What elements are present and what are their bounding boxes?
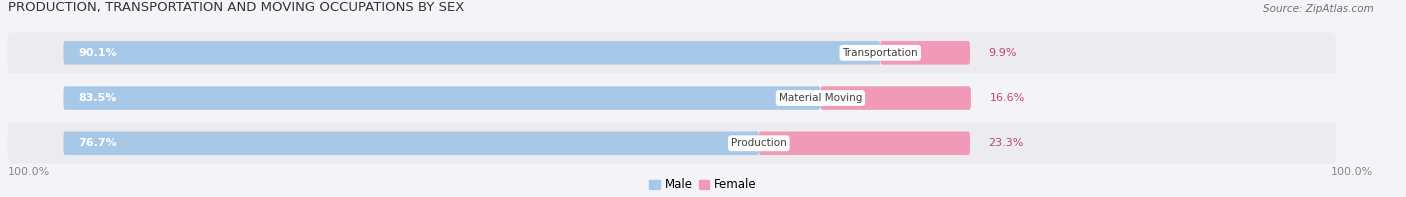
Text: 76.7%: 76.7% <box>79 138 117 148</box>
Legend: Male, Female: Male, Female <box>645 174 761 196</box>
FancyBboxPatch shape <box>821 86 972 110</box>
FancyBboxPatch shape <box>63 41 880 65</box>
Text: Production: Production <box>731 138 786 148</box>
FancyBboxPatch shape <box>63 132 759 155</box>
FancyBboxPatch shape <box>759 132 970 155</box>
Text: PRODUCTION, TRANSPORTATION AND MOVING OCCUPATIONS BY SEX: PRODUCTION, TRANSPORTATION AND MOVING OC… <box>7 1 464 14</box>
Text: Source: ZipAtlas.com: Source: ZipAtlas.com <box>1263 4 1374 14</box>
Text: 100.0%: 100.0% <box>1331 167 1374 177</box>
Text: 100.0%: 100.0% <box>7 167 49 177</box>
Text: 90.1%: 90.1% <box>79 48 117 58</box>
Text: 23.3%: 23.3% <box>988 138 1024 148</box>
FancyBboxPatch shape <box>63 86 821 110</box>
Text: Transportation: Transportation <box>842 48 918 58</box>
FancyBboxPatch shape <box>7 123 1336 164</box>
Text: 9.9%: 9.9% <box>988 48 1017 58</box>
FancyBboxPatch shape <box>880 41 970 65</box>
FancyBboxPatch shape <box>7 33 1336 73</box>
Text: Material Moving: Material Moving <box>779 93 862 103</box>
FancyBboxPatch shape <box>7 78 1336 118</box>
Text: 16.6%: 16.6% <box>990 93 1025 103</box>
Text: 83.5%: 83.5% <box>79 93 117 103</box>
